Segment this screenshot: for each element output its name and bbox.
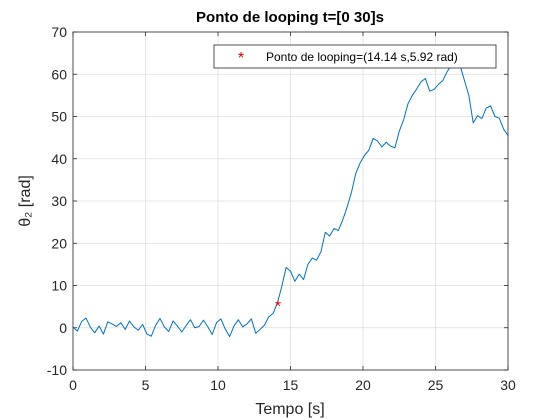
x-tick-label: 5	[142, 377, 150, 393]
x-axis-label: Tempo [s]	[255, 401, 324, 418]
y-tick-label: 20	[51, 235, 67, 251]
y-tick-label: 40	[51, 151, 67, 167]
legend-entry-label: Ponto de looping=(14.14 s,5.92 rad)	[266, 50, 458, 64]
y-tick-label: 30	[51, 193, 67, 209]
x-tick-label: 25	[428, 377, 444, 393]
looping-point-marker: *	[275, 299, 281, 316]
x-tick-label: 30	[500, 377, 516, 393]
series-line	[72, 64, 509, 338]
axes-box	[72, 31, 509, 371]
series-layer: *	[72, 64, 509, 338]
y-tick-label: 0	[59, 320, 67, 336]
x-tick-label: 15	[283, 377, 299, 393]
x-tick-label: 10	[210, 377, 226, 393]
y-tick-label: 60	[51, 66, 67, 82]
y-axis-label: θ₂ [rad]	[17, 175, 34, 227]
y-tick-label: 10	[51, 278, 67, 294]
x-tick-label: 20	[355, 377, 371, 393]
x-tick-label: 0	[69, 377, 77, 393]
legend-box	[213, 44, 497, 69]
y-tick-label: -10	[47, 362, 67, 378]
y-tick-label: 50	[51, 109, 67, 125]
y-tick-label: 70	[51, 24, 67, 40]
x-tick-labels: 0 5 10 15 20 25 30	[69, 377, 516, 393]
legend: * Ponto de looping=(14.14 s,5.92 rad)	[213, 44, 497, 69]
y-tick-labels: -10 0 10 20 30 40 50 60 70	[47, 24, 67, 378]
legend-marker-icon: *	[238, 50, 244, 67]
plot-area: *	[72, 31, 509, 371]
chart-title: Ponto de looping t=[0 30]s	[196, 9, 384, 26]
